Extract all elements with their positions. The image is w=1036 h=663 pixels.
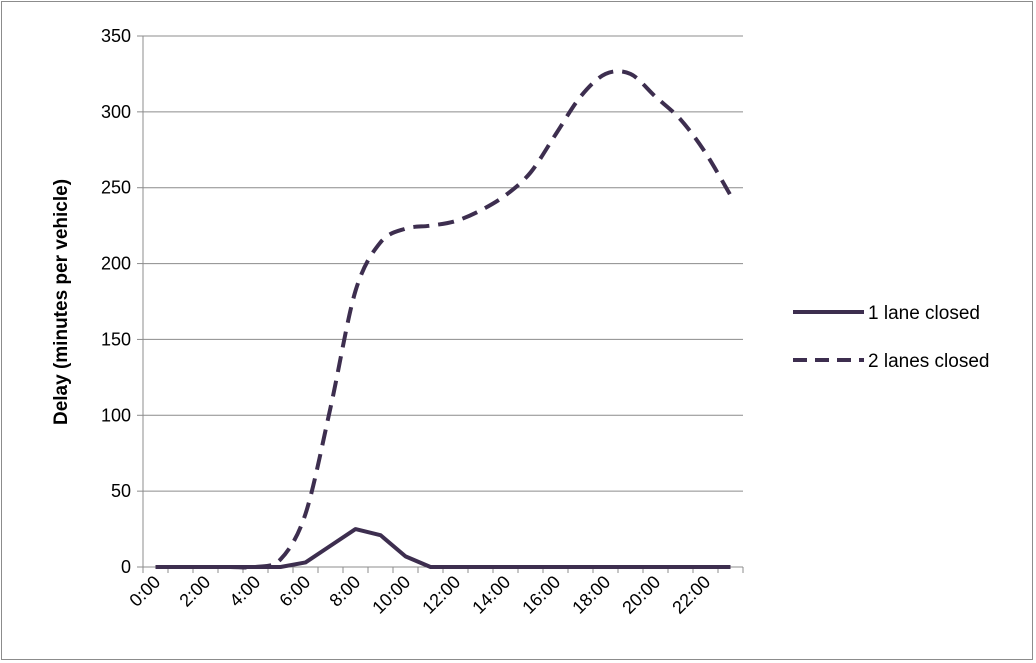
series-lines (155, 69, 733, 570)
x-tick-label: 8:00 (325, 572, 364, 611)
y-tick-label: 350 (101, 26, 131, 46)
x-tick-label: 12:00 (418, 572, 464, 618)
legend-label-2: 2 lanes closed (868, 351, 989, 372)
y-tick-label: 50 (111, 481, 131, 501)
x-tick-label: 6:00 (275, 572, 314, 611)
y-tick-labels: 0 50 100 150 200 250 300 350 (101, 26, 131, 577)
gridlines (143, 35, 743, 492)
x-tick-labels: 0:00 2:00 4:00 6:00 8:00 10:00 12:00 14:00 16:00… (125, 572, 714, 618)
x-tick-label: 16:00 (518, 572, 564, 618)
y-tick-label: 200 (101, 254, 131, 274)
y-tick-label: 300 (101, 102, 131, 122)
series-line-1 (155, 527, 731, 569)
y-tick-label: 250 (101, 178, 131, 198)
x-tick-label: 22:00 (668, 572, 714, 618)
x-tick-label: 10:00 (368, 572, 414, 618)
series-line-2 (155, 69, 733, 570)
x-tick-label: 14:00 (468, 572, 514, 618)
x-tick-label: 4:00 (225, 572, 264, 611)
y-tick-label: 0 (121, 557, 131, 577)
legend-label-1: 1 lane closed (868, 303, 980, 324)
y-tick-label: 100 (101, 405, 131, 425)
y-tick-label: 150 (101, 329, 131, 349)
legend: 1 lane closed 2 lanes closed (793, 303, 989, 372)
x-tick-label: 20:00 (618, 572, 664, 618)
y-axis-label: Delay (minutes per vehicle) (51, 179, 72, 425)
axes (137, 35, 744, 573)
x-tick-label: 2:00 (175, 572, 214, 611)
x-tick-label: 0:00 (125, 572, 164, 611)
x-tick-label: 18:00 (568, 572, 614, 618)
